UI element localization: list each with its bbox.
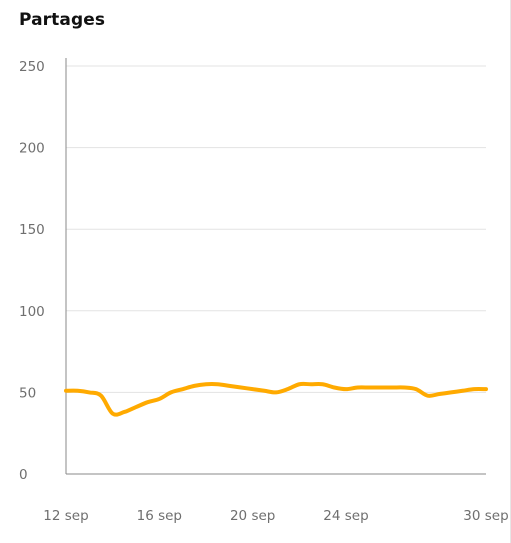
grid-lines [66,65,486,393]
x-tick-label-24-sep: 24 sep [323,508,368,524]
y-tick-label-200: 200 [19,141,45,157]
series-line-0 [64,381,488,417]
x-tick-label-20-sep: 20 sep [230,508,275,524]
chart-title: Partages [19,10,106,30]
x-tick-label-16-sep: 16 sep [137,508,182,524]
series-group [64,381,488,417]
x-tick-label-12-sep: 12 sep [43,508,88,524]
y-tick-label-50: 50 [19,385,36,401]
y-tick-label-250: 250 [19,59,45,75]
y-tick-label-0: 0 [19,467,28,483]
y-tick-label-150: 150 [19,222,45,238]
x-axis: 12 sep 16 sep 20 sep 24 sep 30 sep [43,473,509,524]
x-tick-label-30-sep: 30 sep [463,508,508,524]
y-tick-label-100: 100 [19,304,45,320]
y-axis: 0 50 100 150 200 250 [19,58,67,483]
